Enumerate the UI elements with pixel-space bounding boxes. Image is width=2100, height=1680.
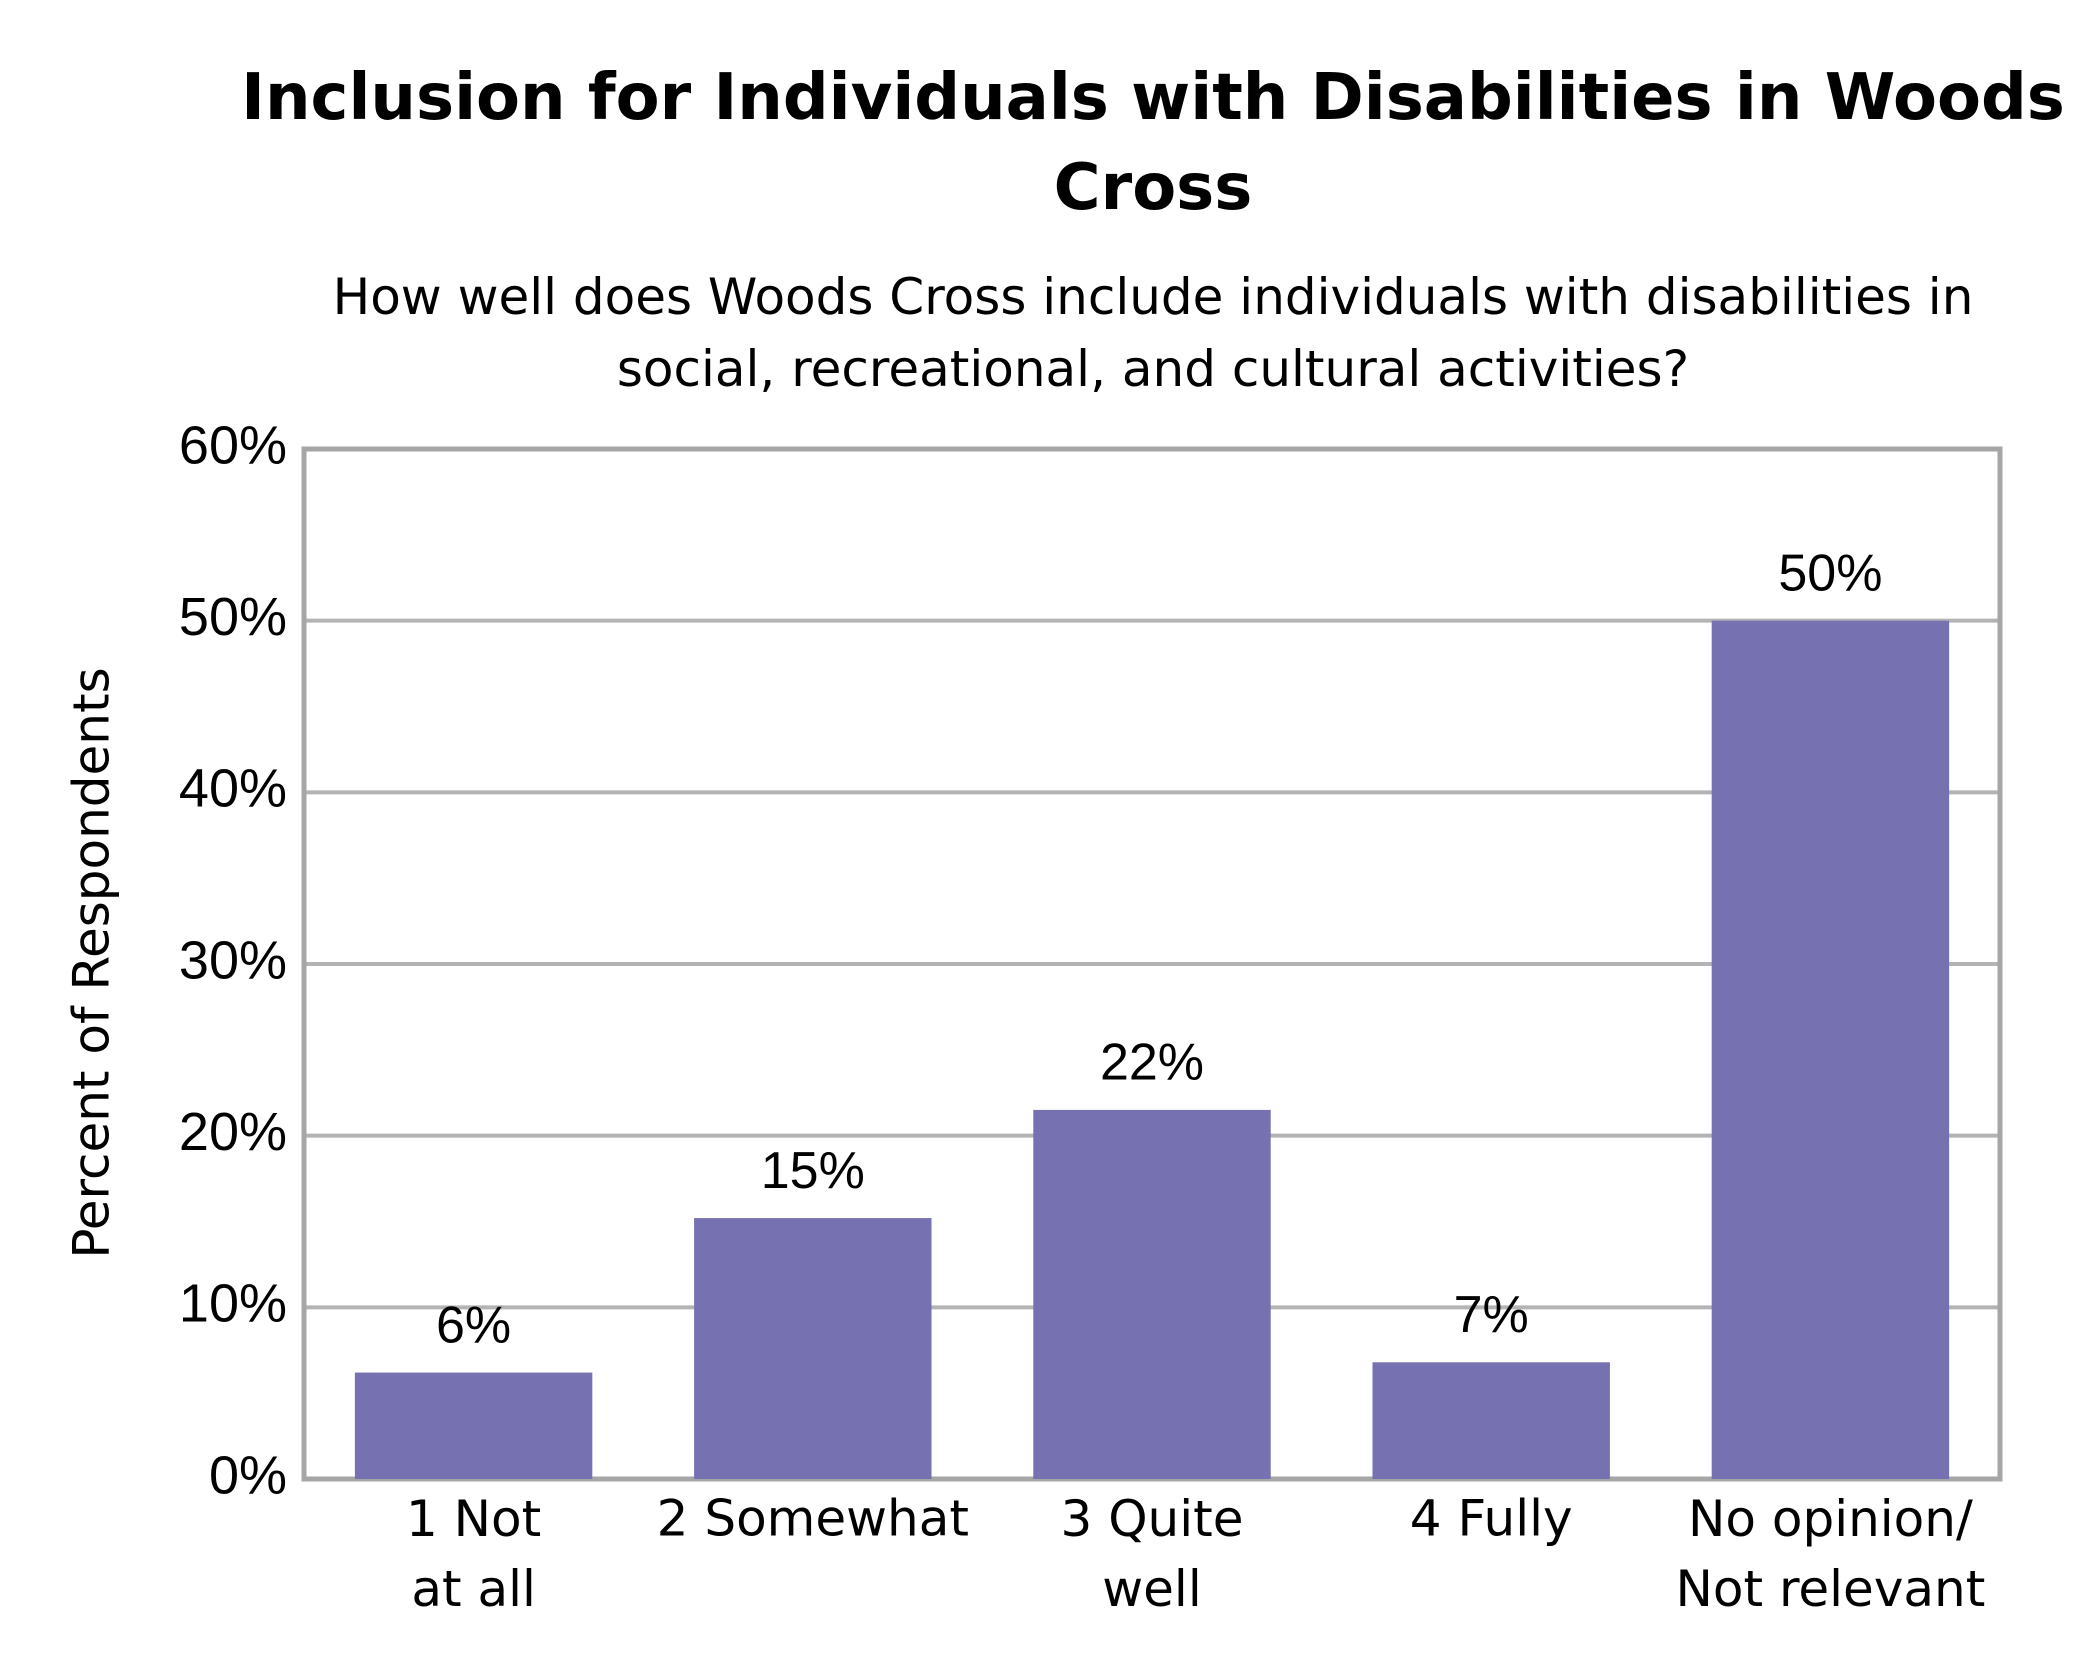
- data-label: 6%: [436, 1296, 511, 1354]
- x-tick-label: 4 Fully: [1410, 1490, 1573, 1548]
- data-label: 15%: [761, 1142, 865, 1200]
- y-tick-label: 60%: [179, 415, 287, 475]
- data-label: 7%: [1454, 1286, 1529, 1344]
- x-tick-label: 1 Not at all: [406, 1490, 541, 1618]
- bar: [694, 1218, 932, 1479]
- y-tick-label: 40%: [179, 759, 287, 819]
- y-tick-label: 20%: [179, 1102, 287, 1162]
- bar: [1033, 1109, 1271, 1479]
- chart-subtitle: How well does Woods Cross include indivi…: [333, 268, 1974, 398]
- y-tick-label: 10%: [179, 1274, 287, 1334]
- bar: [1372, 1362, 1610, 1479]
- bar: [354, 1372, 593, 1479]
- chart-title: Inclusion for Individuals with Disabilit…: [241, 61, 2065, 225]
- data-label: 50%: [1778, 544, 1882, 602]
- x-tick-label: No opinion/Not relevant: [1675, 1490, 1985, 1618]
- data-label: 22%: [1100, 1034, 1204, 1092]
- y-tick-label: 0%: [209, 1445, 287, 1505]
- x-tick-label: 2 Somewhat: [657, 1490, 969, 1548]
- bar: [1711, 620, 1950, 1479]
- y-tick-label: 30%: [179, 930, 287, 990]
- y-tick-label: 50%: [179, 587, 287, 647]
- x-tick-label: 3 Quite well: [1060, 1490, 1243, 1618]
- y-axis-label: Percent of Respondents: [63, 667, 121, 1258]
